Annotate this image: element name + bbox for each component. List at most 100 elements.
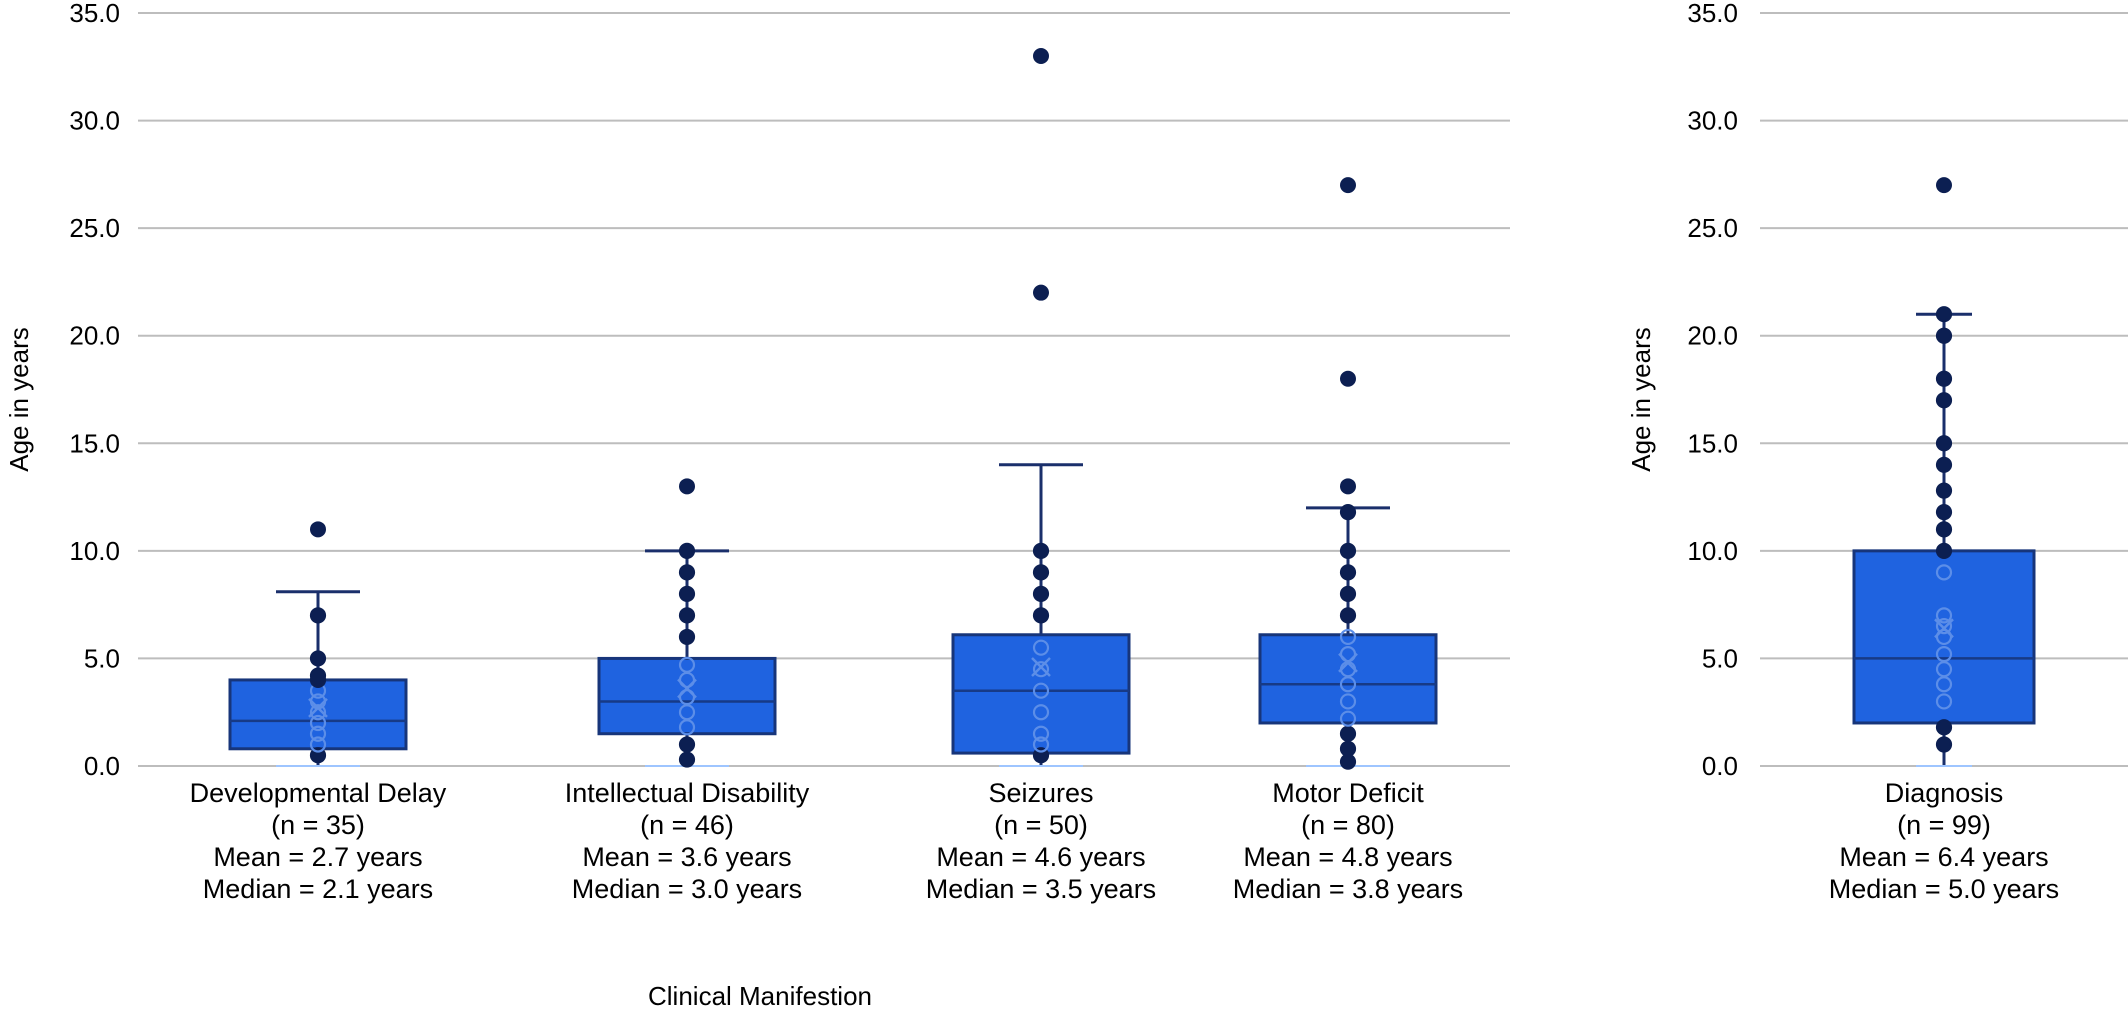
- mean-marker: [1031, 657, 1051, 677]
- data-point: [678, 564, 696, 581]
- data-point: [1339, 628, 1357, 646]
- box-group-motor-deficit: Motor Deficit(n = 80)Mean = 4.8 yearsMed…: [1233, 177, 1463, 904]
- y-axis-title: Age in years: [4, 327, 34, 472]
- data-point: [309, 650, 327, 667]
- data-point: [309, 725, 327, 742]
- category-stat-label: (n = 35): [271, 810, 365, 840]
- category-stat-label: Mean = 4.8 years: [1243, 842, 1452, 872]
- y-tick-label: 25.0: [69, 213, 120, 243]
- data-point: [1935, 456, 1953, 473]
- category-stat-label: (n = 46): [640, 810, 734, 840]
- category-label: Intellectual Disability: [565, 778, 810, 808]
- data-point: [309, 607, 327, 624]
- mean-marker: [308, 698, 328, 718]
- y-tick-label: 15.0: [1687, 428, 1738, 458]
- data-point: [1339, 725, 1357, 742]
- data-point: [1032, 542, 1050, 559]
- data-point: [1339, 710, 1357, 727]
- data-point: [1032, 725, 1050, 742]
- category-stat-label: Median = 3.8 years: [1233, 874, 1463, 904]
- data-point: [678, 736, 696, 753]
- y-tick-label: 0.0: [1702, 751, 1738, 781]
- x-axis-title: Clinical Manifestion: [648, 981, 872, 1011]
- category-stat-label: (n = 99): [1897, 810, 1991, 840]
- data-point: [1935, 607, 1953, 624]
- category-stat-label: Mean = 3.6 years: [582, 842, 791, 872]
- outlier-point: [1340, 177, 1356, 194]
- iqr-box: [951, 633, 1131, 755]
- y-tick-label: 35.0: [69, 0, 120, 28]
- outlier-point: [1033, 284, 1049, 301]
- data-point: [1339, 740, 1357, 757]
- y-tick-label: 30.0: [69, 106, 120, 136]
- data-point: [1935, 618, 1953, 635]
- category-stat-label: (n = 50): [994, 810, 1088, 840]
- category-stat-label: Mean = 4.6 years: [936, 842, 1145, 872]
- data-point: [1339, 542, 1357, 559]
- y-tick-label: 20.0: [1687, 321, 1738, 351]
- mean-marker: [677, 678, 697, 699]
- iqr-box: [597, 656, 777, 736]
- data-point: [1935, 521, 1953, 538]
- data-point: [1339, 607, 1357, 624]
- data-point: [1935, 646, 1953, 663]
- data-point: [1935, 719, 1953, 736]
- category-label: Developmental Delay: [190, 778, 447, 808]
- outlier-point: [1340, 478, 1356, 495]
- data-point: [678, 607, 696, 624]
- category-stat-label: Median = 2.1 years: [203, 874, 433, 904]
- data-point: [678, 628, 696, 646]
- data-point: [1339, 585, 1357, 602]
- y-tick-label: 20.0: [69, 321, 120, 351]
- data-point: [678, 751, 696, 768]
- data-point: [1935, 693, 1953, 710]
- data-point: [678, 656, 696, 673]
- data-point: [1935, 542, 1953, 559]
- y-tick-label: 5.0: [1702, 643, 1738, 673]
- outlier-point: [310, 521, 326, 538]
- box-group-developmental-delay: Developmental Delay(n = 35)Mean = 2.7 ye…: [190, 521, 447, 904]
- mean-marker: [1934, 618, 1954, 639]
- data-point: [309, 736, 327, 753]
- iqr-box: [1852, 549, 2036, 725]
- data-point: [1935, 392, 1953, 409]
- y-tick-label: 25.0: [1687, 213, 1738, 243]
- data-point: [678, 542, 696, 559]
- data-point: [1032, 585, 1050, 602]
- data-point: [1935, 504, 1953, 521]
- data-point: [1935, 370, 1953, 387]
- y-axis-title: Age in years: [1626, 327, 1656, 472]
- box-group-diagnosis: Diagnosis(n = 99)Mean = 6.4 yearsMedian …: [1829, 177, 2059, 904]
- y-tick-label: 15.0: [69, 428, 120, 458]
- data-point: [1032, 607, 1050, 624]
- data-point: [1032, 704, 1050, 721]
- clinical-manifestation-panel: 0.0 5.0 10.0 15.0 20.0 25.0 30.0 35.0 Age in yea…: [4, 0, 1510, 1011]
- data-point: [1339, 504, 1357, 521]
- y-tick-label: 10.0: [69, 536, 120, 566]
- data-point: [309, 704, 327, 721]
- data-point: [309, 667, 327, 684]
- category-stat-label: Mean = 6.4 years: [1839, 842, 2048, 872]
- data-point: [1339, 564, 1357, 581]
- y-tick-label: 0.0: [84, 751, 120, 781]
- outlier-point: [1033, 48, 1049, 65]
- y-tick-label: 35.0: [1687, 0, 1738, 28]
- data-point: [1935, 482, 1953, 499]
- y-tick-label: 10.0: [1687, 536, 1738, 566]
- diagnosis-panel: 0.0 5.0 10.0 15.0 20.0 25.0 30.0 35.0 Age in yea…: [1626, 0, 2128, 904]
- outlier-point: [1340, 370, 1356, 387]
- category-label: Diagnosis: [1885, 778, 2004, 808]
- data-point: [1935, 327, 1953, 344]
- category-stat-label: Median = 5.0 years: [1829, 874, 2059, 904]
- data-point: [1032, 639, 1050, 656]
- data-point: [1935, 306, 1953, 323]
- y-tick-label: 5.0: [84, 643, 120, 673]
- data-point: [678, 585, 696, 602]
- data-point: [1935, 564, 1953, 581]
- data-point: [1935, 435, 1953, 452]
- data-point: [1032, 564, 1050, 581]
- data-point: [309, 714, 327, 732]
- category-stat-label: Median = 3.0 years: [572, 874, 802, 904]
